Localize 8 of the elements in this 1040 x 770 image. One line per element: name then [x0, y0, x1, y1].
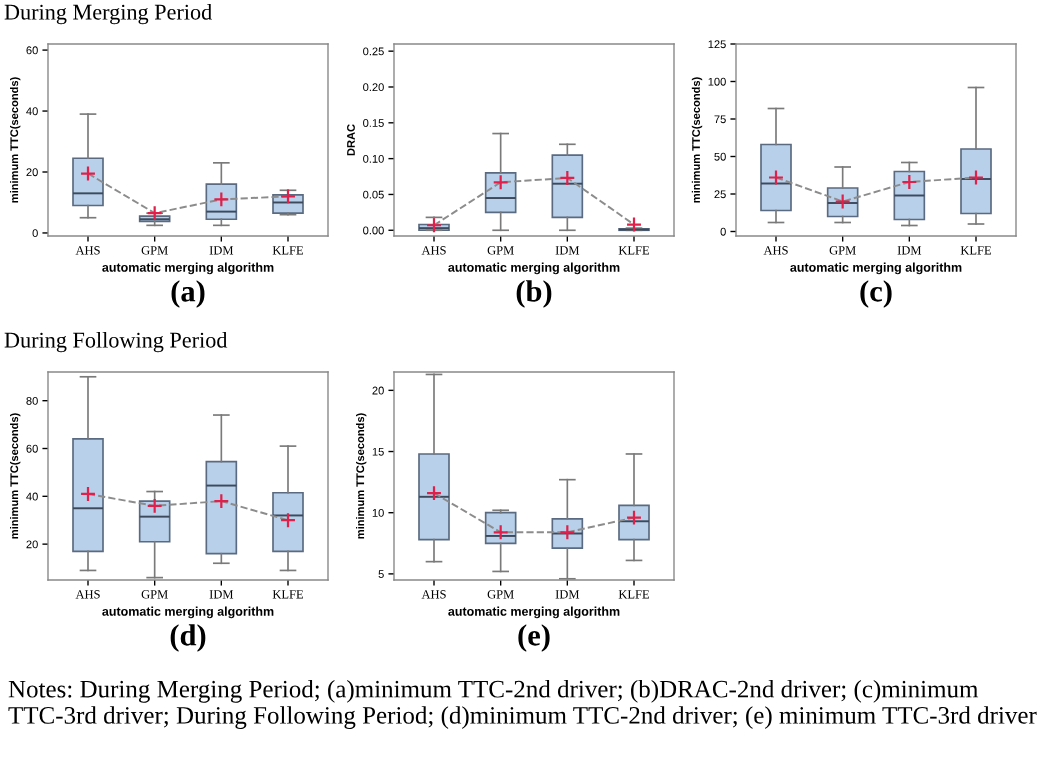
text: Notes: During Merging Period; (a)minimum TTC-2nd driver; (b)DRAC-2nd driver; (c)minimum TTC-3rd driver; During Following Period; (d)minimum TTC-2nd driver; (e) minimum TTC-3rd driver — [8, 680, 1037, 729]
text: (b) — [516, 280, 552, 308]
text: (a) — [171, 280, 205, 308]
text: (e) — [518, 624, 550, 652]
text: (d) — [170, 624, 206, 652]
text: (c) — [860, 280, 892, 308]
chart-title: During Merging Period — [4, 4, 212, 25]
chart-title: During Following Period — [4, 332, 228, 353]
